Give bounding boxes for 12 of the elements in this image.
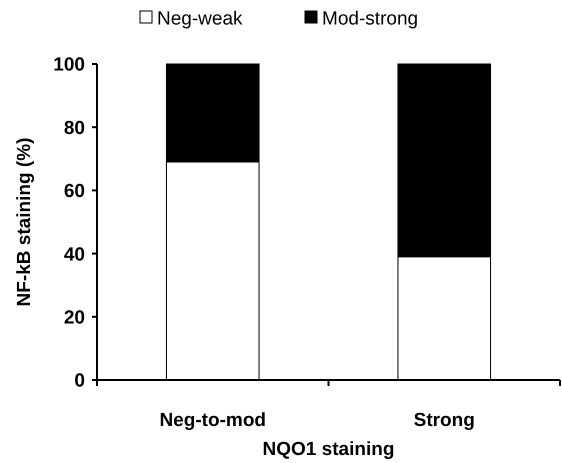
y-axis-title: NF-kB staining (%)	[14, 138, 35, 306]
y-tick-label: 100	[53, 54, 85, 76]
y-tick-label: 60	[64, 181, 85, 202]
y-tick-label: 80	[64, 118, 85, 139]
x-tick-label: Strong	[414, 410, 475, 431]
legend-label: Neg-weak	[157, 8, 244, 30]
y-tick-label: 0	[74, 370, 85, 392]
legend-label: Mod-strong	[322, 8, 418, 30]
y-tick-label: 40	[64, 244, 85, 266]
x-tick-label: Neg-to-mod	[159, 410, 266, 431]
x-axis-title: NQO1 staining	[262, 439, 394, 460]
y-tick-label: 20	[64, 307, 85, 328]
